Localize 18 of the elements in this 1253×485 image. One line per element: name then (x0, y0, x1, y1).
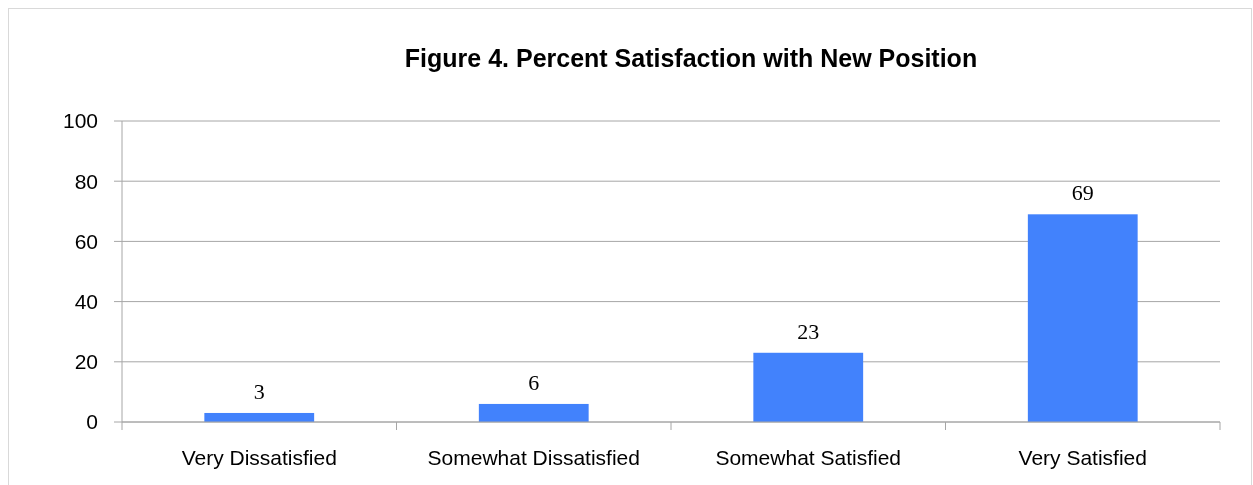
x-tick-label: Very Satisfied (1018, 446, 1147, 469)
chart-title: Figure 4. Percent Satisfaction with New Position (404, 44, 978, 72)
data-label: 23 (797, 318, 820, 344)
data-label: 3 (253, 378, 265, 404)
bar (753, 352, 864, 422)
y-tick-label: 80 (74, 169, 98, 193)
y-tick-label: 60 (74, 229, 98, 253)
bar (1027, 214, 1138, 422)
y-tick-label: 0 (86, 410, 98, 434)
y-tick-label: 100 (62, 109, 98, 133)
y-tick-label: 40 (74, 289, 98, 313)
x-tick-label: Somewhat Satisfied (715, 446, 902, 469)
data-label: 69 (1071, 180, 1094, 206)
data-label: 6 (528, 369, 540, 395)
bar (478, 403, 589, 422)
x-tick-label: Somewhat Dissatisfied (427, 446, 640, 469)
y-tick-label: 20 (74, 350, 98, 374)
x-tick-label: Very Dissatisfied (181, 446, 337, 469)
